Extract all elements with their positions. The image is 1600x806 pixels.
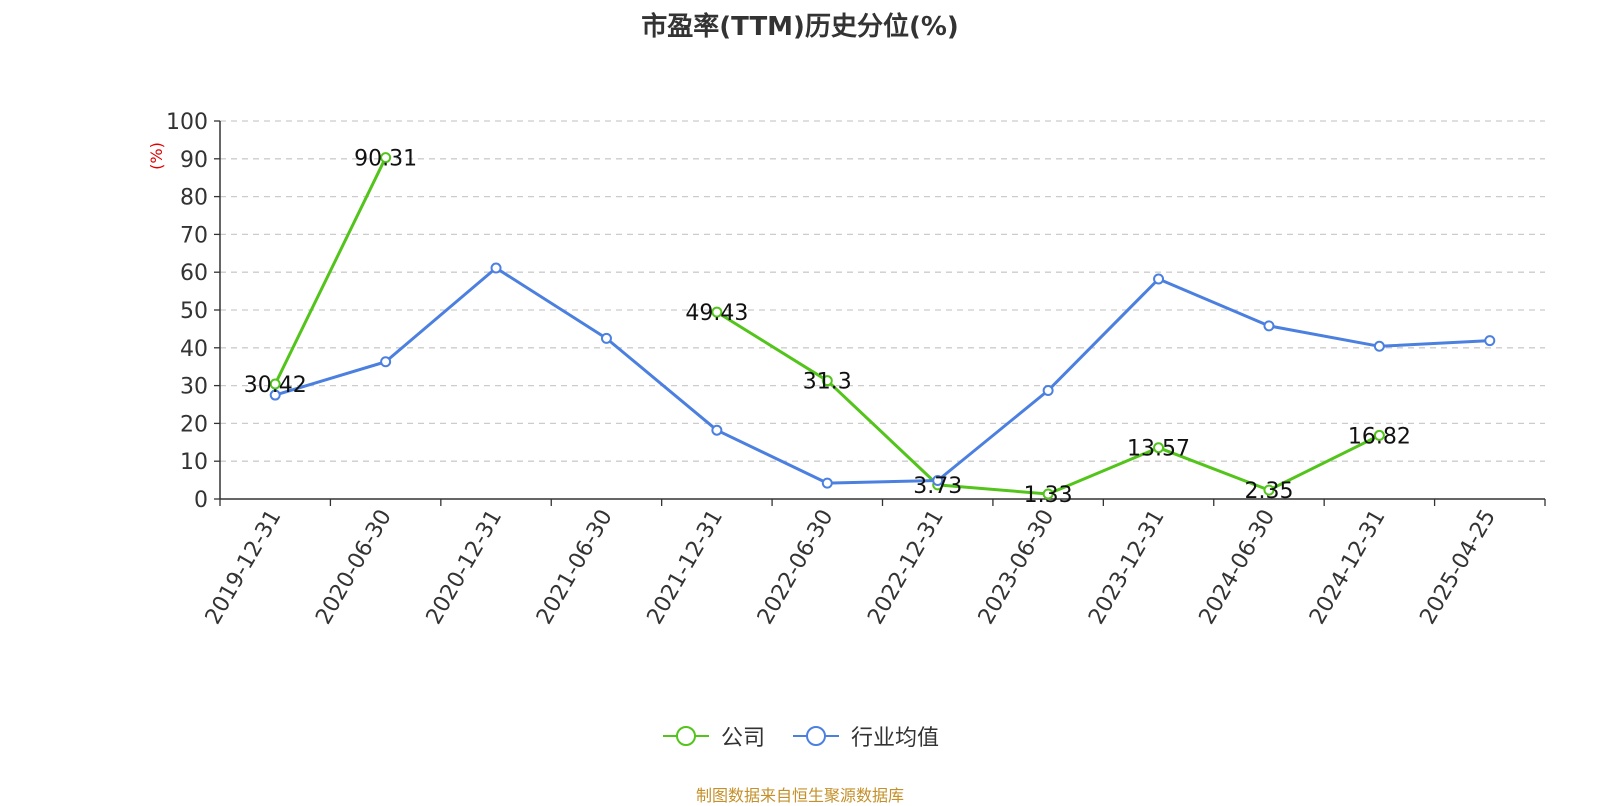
y-axis-label: (%) <box>147 142 166 170</box>
x-tick-label: 2022-06-30 <box>753 506 839 629</box>
x-tick-label: 2023-06-30 <box>974 506 1060 629</box>
legend-industry-marker-icon <box>793 726 839 746</box>
data-point <box>1263 484 1275 496</box>
data-labels: 30.42 90.31 49.43 31.3 3.73 1.33 13.57 2.35 16.8… <box>244 147 1411 508</box>
data-point <box>269 378 281 390</box>
data-label: 31.3 <box>803 370 852 395</box>
y-tick-label: 90 <box>180 148 208 173</box>
x-tick-label: 2024-12-31 <box>1305 506 1391 629</box>
x-tick-label: 2023-12-31 <box>1084 506 1170 629</box>
source-note: 制图数据来自恒生聚源数据库 <box>695 786 904 805</box>
y-tick-label: 0 <box>194 488 208 513</box>
legend-company-label: 公司 <box>720 726 765 751</box>
series-line-industry <box>274 266 1490 485</box>
data-point <box>711 306 723 318</box>
data-point <box>269 389 281 401</box>
y-tick-label: 80 <box>180 186 208 211</box>
data-point <box>1373 340 1385 352</box>
data-label: 13.57 <box>1127 437 1190 462</box>
grid-lines <box>220 120 1545 462</box>
data-label: 30.42 <box>244 373 307 398</box>
x-tick-label: 2020-12-31 <box>422 506 508 629</box>
y-tick-label: 100 <box>166 110 208 135</box>
series-line-company <box>273 156 387 385</box>
y-tick-label: 40 <box>180 337 208 362</box>
x-tick-label: 2022-12-31 <box>863 506 949 629</box>
data-label: 49.43 <box>685 301 748 326</box>
data-point <box>380 356 392 368</box>
data-point <box>821 477 833 489</box>
series-lines <box>269 152 1496 500</box>
y-tick-label: 20 <box>180 412 208 437</box>
data-label: 90.31 <box>354 147 417 172</box>
series-line-company <box>716 310 1381 496</box>
x-tick-label: 2020-06-30 <box>311 506 397 629</box>
legend-item-industry[interactable]: 行业均值 <box>791 720 939 752</box>
data-point <box>380 152 392 164</box>
data-point <box>1153 442 1165 454</box>
data-label: 2.35 <box>1244 479 1293 504</box>
x-tick-label: 2019-12-31 <box>201 506 287 629</box>
x-tick-label: 2024-06-30 <box>1195 506 1281 629</box>
y-tick-label: 70 <box>180 223 208 248</box>
data-point <box>1373 429 1385 441</box>
data-point <box>490 262 502 274</box>
data-point <box>1153 273 1165 285</box>
data-point <box>1484 335 1496 347</box>
legend: 公司 行业均值 <box>0 720 1600 752</box>
y-tick-label: 30 <box>180 375 208 400</box>
data-label: 1.33 <box>1024 483 1073 508</box>
legend-item-company[interactable]: 公司 <box>661 720 765 752</box>
data-point <box>600 332 612 344</box>
data-label: 3.73 <box>913 474 962 499</box>
data-point <box>1042 385 1054 397</box>
chart-title: 市盈率(TTM)历史分位(%) <box>641 12 959 42</box>
x-tick-label: 2021-12-31 <box>642 506 728 629</box>
y-tick-label: 50 <box>180 299 208 324</box>
y-tick-label: 10 <box>180 450 208 475</box>
data-point <box>1042 488 1054 500</box>
data-point <box>932 474 944 486</box>
x-tick-label: 2021-06-30 <box>532 506 618 629</box>
data-point <box>821 375 833 387</box>
x-tick-label: 2025-04-25 <box>1415 506 1501 629</box>
data-label: 16.82 <box>1348 424 1411 449</box>
data-point <box>1263 320 1275 332</box>
legend-industry-label: 行业均值 <box>851 726 940 751</box>
legend-company-marker-icon <box>662 726 709 746</box>
y-tick-label: 60 <box>180 261 208 286</box>
data-point <box>711 424 723 436</box>
